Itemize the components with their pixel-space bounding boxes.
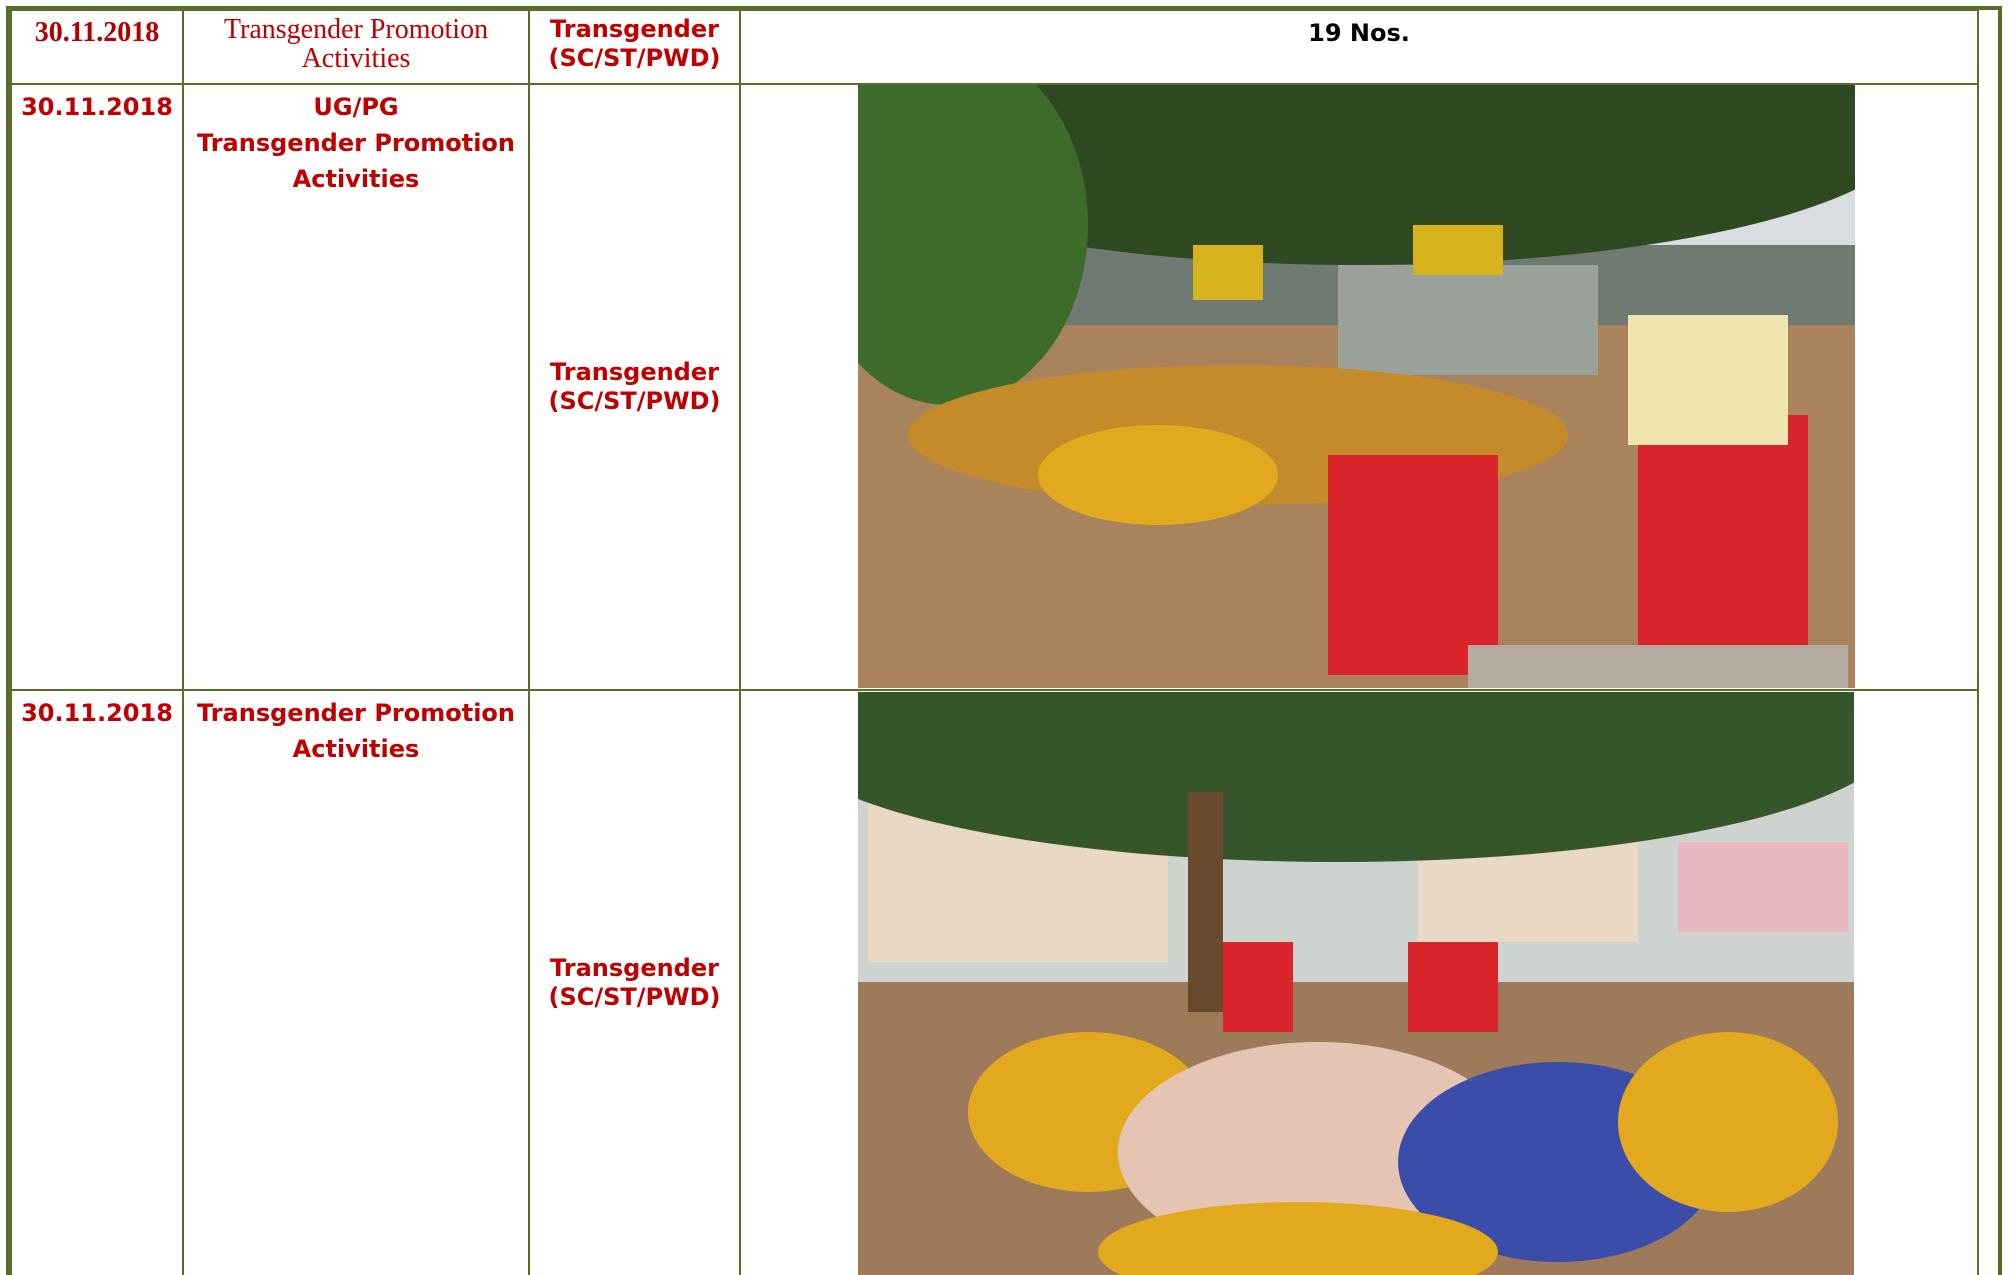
date-cell: 30.11.2018 — [10, 9, 184, 85]
date: 30.11.2018 — [21, 699, 173, 727]
details: 19 Nos. — [1308, 19, 1410, 47]
date: 30.11.2018 — [34, 17, 160, 48]
photo — [858, 85, 1855, 688]
date-cell: 30.11.2018 — [10, 689, 184, 1275]
category: Transgender (SC/ST/PWD) — [548, 954, 721, 1011]
category-cell: Transgender (SC/ST/PWD) — [528, 83, 741, 691]
category-cell: Transgender (SC/ST/PWD) — [528, 689, 741, 1275]
activity-line: Transgender Promotion Activities — [196, 129, 515, 193]
photo — [858, 692, 1854, 1275]
category: Transgender (SC/ST/PWD) — [548, 15, 721, 72]
activity-cell: Transgender Promotion Activities — [182, 9, 530, 85]
date: 30.11.2018 — [21, 93, 173, 121]
category: Transgender (SC/ST/PWD) — [548, 358, 721, 415]
table-frame — [6, 6, 2002, 1275]
activity-line: Transgender Promotion Activities — [196, 699, 515, 763]
details-cell: 19 Nos. — [739, 9, 1979, 85]
category-cell: Transgender (SC/ST/PWD) — [528, 9, 741, 85]
date-cell: 30.11.2018 — [10, 83, 184, 691]
activity-line: Transgender Promotion Activities — [223, 14, 489, 74]
details-cell — [739, 689, 1979, 1275]
activity-line: UG/PG — [313, 93, 399, 121]
activity-cell: UG/PG Transgender Promotion Activities — [182, 83, 530, 691]
activity-cell: Transgender Promotion Activities — [182, 689, 530, 1275]
